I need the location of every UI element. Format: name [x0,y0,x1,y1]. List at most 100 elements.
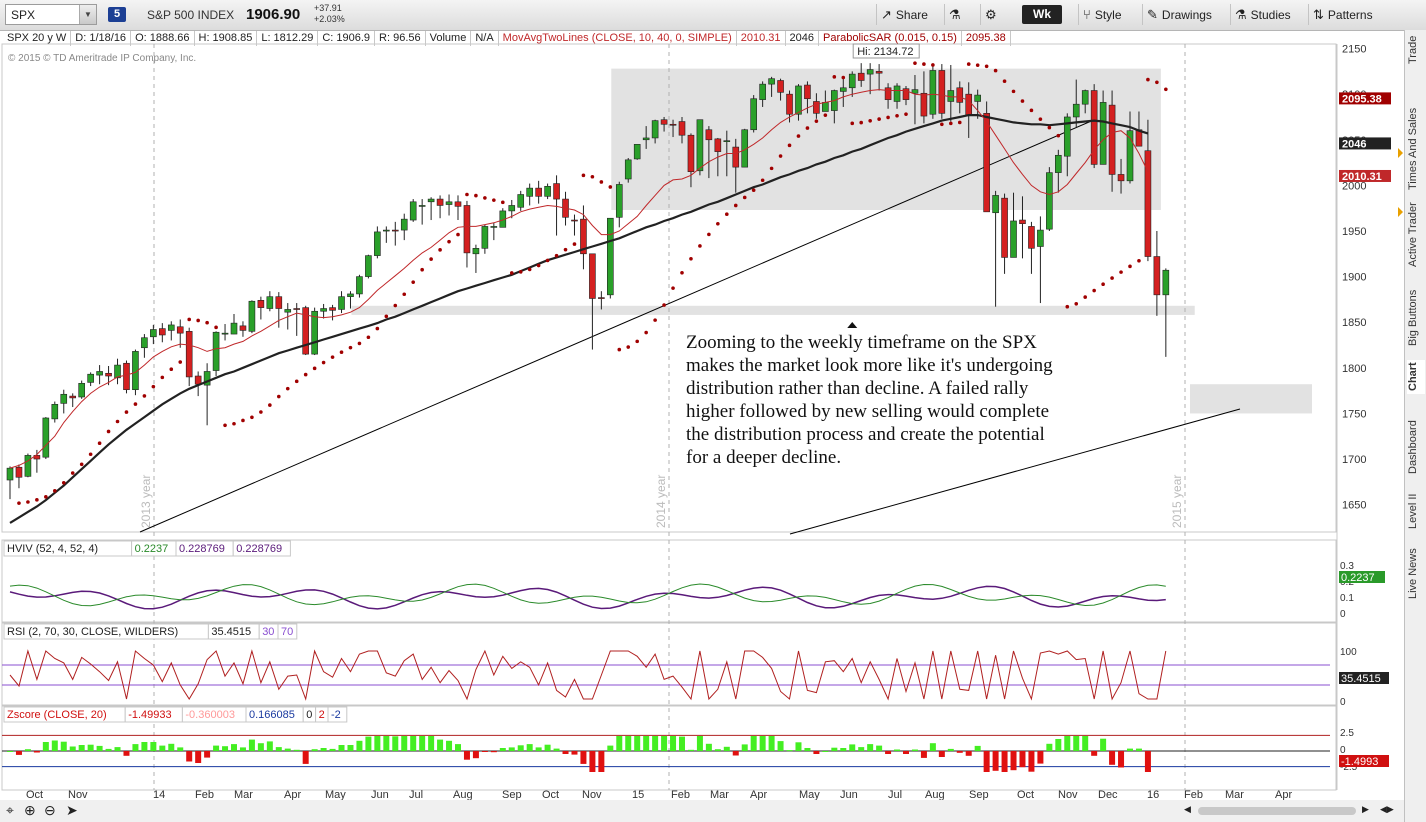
candle-body [311,310,318,355]
candle-body [96,371,103,376]
zscore-tick: 0 [1340,745,1346,756]
trendline-upper [139,118,1097,533]
zscore-bar [248,739,255,751]
candle-body [884,87,892,100]
hi-label-box [852,43,920,59]
sar-dot [859,120,863,125]
cursor-icon[interactable]: ➤ [66,802,78,818]
hviv-value-1[interactable]: 0.2237 [135,543,169,555]
candle-body [1028,226,1035,249]
ma-slow-badge [1339,137,1391,150]
hviv-value-3[interactable]: 0.228769 [236,543,282,555]
zscore-bar [965,751,972,756]
sar-dot [662,303,666,307]
sar-dot [411,280,416,284]
candle-body [553,183,560,200]
sar-dot [456,232,460,237]
zscore-value-6[interactable]: -2 [331,709,341,721]
chart-canvas[interactable]: 2013 year 2014 year 2015 year Hi: 2134.72 2… [0,0,1404,800]
zscore-bar [867,744,874,751]
studies-button[interactable]: ⚗ Studies [1230,4,1297,25]
zscore-bar [625,736,632,751]
timeframe-button[interactable]: Wk [1022,5,1062,24]
zoom-out-icon[interactable]: ⊖ [44,802,56,818]
zoom-in-icon[interactable]: ⊕ [24,802,36,818]
candle-body [266,296,274,309]
style-button[interactable]: ⑂ Style [1078,4,1128,25]
rsi-upper[interactable]: 70 [281,626,293,638]
ma-study-label[interactable]: MovAvgTwoLines (CLOSE, 10, 40, 0, SIMPLE… [499,31,737,46]
scrollbar-thumb[interactable] [1198,807,1356,815]
x-tick-label: Nov [582,789,602,800]
scroll-left-icon[interactable]: ◀ [1184,804,1191,814]
candle-body [391,229,399,232]
candle-body [795,85,802,115]
candle-body [759,83,766,100]
candle-body [750,98,757,131]
sar-dot [1083,295,1087,299]
scroll-right-icon[interactable]: ▶ [1362,804,1369,814]
hviv-value-2[interactable]: 0.228769 [179,543,225,555]
pencil-icon: ✎ [1147,7,1158,22]
scroll-end-icon[interactable]: ◀▶ [1380,804,1394,814]
candle-body [983,113,990,213]
zscore-bar [338,745,345,751]
settings-button[interactable]: ⚙ [980,4,1012,25]
rsi-study-label[interactable]: RSI (2, 70, 30, CLOSE, WILDERS) [7,626,178,638]
zscore-bar [437,739,444,751]
zscore-bar [732,751,739,756]
hviv-study-label[interactable]: HVIV (52, 4, 52, 4) [7,543,98,555]
candle-body [544,185,551,197]
right-tab[interactable]: Big Buttons [1407,289,1419,347]
chevron-down-icon[interactable]: ▼ [79,5,96,24]
sar-study-label[interactable]: ParabolicSAR (0.015, 0.15) [819,31,962,46]
grid-link-badge[interactable]: 5 [108,7,126,22]
sar-dot [151,384,156,389]
right-tab[interactable]: Times And Sales [1407,107,1419,191]
zscore-bar [1028,751,1035,772]
rsi-value[interactable]: 35.4515 [211,626,251,638]
zscore-bar [849,744,856,751]
zscore-study-label[interactable]: Zscore (CLOSE, 20) [7,709,107,721]
right-tab[interactable]: Active Trader [1407,202,1419,268]
symbol-select[interactable]: SPX ▼ [5,4,97,25]
zscore-bar [741,744,748,751]
zscore-bar [374,736,381,751]
zscore-bar [132,744,139,751]
sar-dot [17,501,21,505]
candle-body [1099,102,1107,165]
sar-dot [106,429,111,434]
zscore-value-2[interactable]: -0.360003 [185,709,235,721]
sar-dot [196,318,200,323]
period-label[interactable]: SPX 20 y W [3,31,72,46]
crosshair-icon[interactable]: ⌖ [6,802,14,818]
zscore-value-3[interactable]: 0.166085 [249,709,295,721]
right-tab[interactable]: Level II [1407,493,1419,529]
candle-body [893,85,901,102]
drawings-button[interactable]: ✎ Drawings [1142,4,1218,25]
x-tick-label: Mar [1225,789,1244,800]
volume-label[interactable]: Volume [426,31,472,46]
right-tab[interactable]: Trade [1407,35,1419,65]
zscore-value-5[interactable]: 2 [319,709,325,721]
candle-body [929,70,937,115]
right-tab[interactable]: Live News [1407,548,1419,600]
right-tab[interactable]: Dashboard [1407,420,1419,474]
right-tab[interactable]: Chart [1407,360,1425,394]
candle-body [150,329,157,338]
zscore-bar [679,736,685,751]
candle-body [992,195,999,214]
patterns-button[interactable]: ⇅ Patterns [1308,4,1379,25]
candle-body [114,364,121,379]
candle-body [374,231,381,256]
rsi-lower[interactable]: 30 [262,626,274,638]
zscore-bar [195,751,202,763]
sar-dot [617,347,622,352]
zscore-tick: 2.5 [1340,728,1354,739]
sar-dot [1020,99,1025,103]
candle-body [329,307,336,311]
zscore-value-1[interactable]: -1.49933 [128,709,171,721]
share-button[interactable]: ↗ Share [876,4,934,25]
zscore-value-4[interactable]: 0 [306,709,312,721]
flask-button[interactable]: ⚗ [944,4,976,25]
